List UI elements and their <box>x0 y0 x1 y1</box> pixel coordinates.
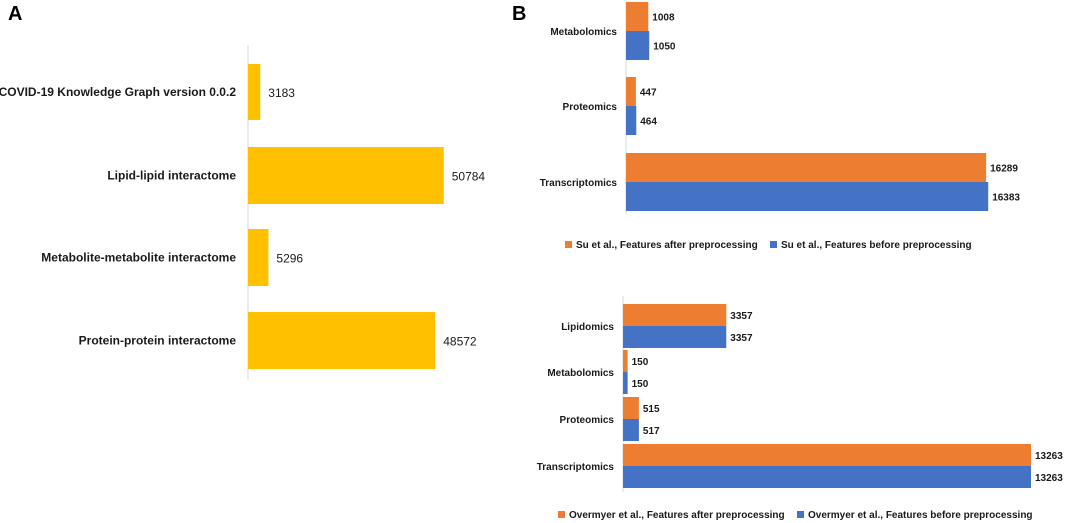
chartB1-bar <box>626 31 650 60</box>
chartB2-value-label: 3357 <box>730 311 753 322</box>
chartB2-value-label: 13263 <box>1035 473 1063 484</box>
chartB2-bar <box>623 444 1031 466</box>
chartB2-value-label: 3357 <box>730 333 753 344</box>
chartB1-category-label: Transcriptomics <box>540 178 618 189</box>
chartB1-bar <box>626 106 637 135</box>
chartB2-legend-label: Overmyer et al., Features before preproc… <box>808 510 1033 521</box>
chartB2-category-label: Lipidomics <box>561 322 614 333</box>
chartB2-value-label: 150 <box>632 379 649 390</box>
chartB2-bar <box>623 326 727 348</box>
chart-a-bar <box>248 64 261 120</box>
chart-a-bar <box>248 147 444 204</box>
chartB2-legend-swatch <box>558 511 565 518</box>
chartB1-legend-label: Su et al., Features before preprocessing <box>781 240 972 251</box>
chartB1-legend-swatch <box>770 241 777 248</box>
chart-a-bar <box>248 312 436 369</box>
chart-a-category-label: Metabolite-metabolite interactome <box>41 251 236 265</box>
chart-a-category-label: Protein-protein interactome <box>79 334 237 348</box>
chartB2-bar <box>623 304 727 326</box>
chartB2-value-label: 150 <box>632 357 649 368</box>
chart-b-top: 1008 1050 Metabolomics 447 464 Proteomics 1628… <box>540 2 1020 251</box>
panel-b-letter: B <box>512 3 526 25</box>
chartB2-category-label: Transcriptomics <box>537 462 615 473</box>
chartB2-bar <box>623 372 628 394</box>
chartB1-category-label: Metabolomics <box>550 27 617 38</box>
chartB1-bar <box>626 182 989 211</box>
chartB1-value-label: 1008 <box>652 13 675 24</box>
chartB2-value-label: 517 <box>643 426 660 437</box>
chart-a-value-label: 50784 <box>452 170 486 184</box>
panel-a-letter: A <box>8 3 22 25</box>
chartB2-bar <box>623 466 1031 488</box>
chartB2-category-label: Metabolomics <box>547 368 614 379</box>
chart-b-bottom: 3357 3357 Lipidomics 150 150 Metabolomics 515 5… <box>537 296 1063 521</box>
chartB1-legend-label: Su et al., Features after preprocessing <box>576 240 758 251</box>
chartB1-value-label: 16289 <box>990 164 1018 175</box>
chartB1-bar <box>626 2 649 31</box>
chartB1-bar <box>626 77 636 106</box>
chart-a-bar <box>248 229 269 286</box>
chart-a: COVID-19 Knowledge Graph version 0.0.2 31… <box>0 45 485 380</box>
chartB1-value-label: 1050 <box>653 42 676 53</box>
chartB1-bar <box>626 153 987 182</box>
chartB1-value-label: 16383 <box>992 193 1020 204</box>
chart-a-category-label: COVID-19 Knowledge Graph version 0.0.2 <box>0 85 236 99</box>
chart-a-value-label: 48572 <box>443 335 477 349</box>
chartB1-category-label: Proteomics <box>563 102 618 113</box>
chartB2-category-label: Proteomics <box>560 415 615 426</box>
chartB2-value-label: 13263 <box>1035 451 1063 462</box>
chartB2-bar <box>623 350 628 372</box>
chartB1-value-label: 447 <box>640 88 657 99</box>
chart-a-value-label: 5296 <box>276 252 303 266</box>
chartB1-legend-swatch <box>565 241 572 248</box>
chartB2-legend-swatch <box>797 511 804 518</box>
chart-a-value-label: 3183 <box>268 86 295 100</box>
chartB2-bar <box>623 419 639 441</box>
chartB1-value-label: 464 <box>640 117 657 128</box>
chart-a-category-label: Lipid-lipid interactome <box>107 169 236 183</box>
chartB2-legend-label: Overmyer et al., Features after preproce… <box>569 510 785 521</box>
chartB2-value-label: 515 <box>643 404 660 415</box>
chartB2-bar <box>623 397 639 419</box>
